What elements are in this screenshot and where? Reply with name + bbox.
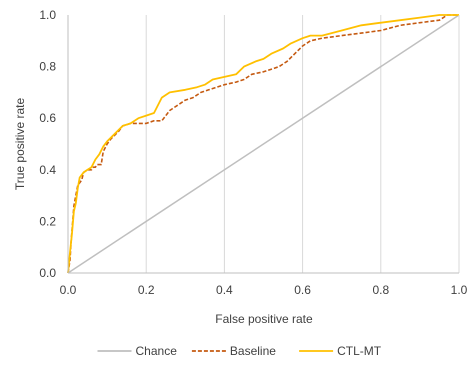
series-layer bbox=[67, 14, 460, 274]
x-tick-label: 0.0 bbox=[60, 283, 77, 297]
legend-item-chance: Chance bbox=[97, 344, 178, 358]
y-tick-label: 0.8 bbox=[39, 60, 56, 74]
y-tick-label: 0.4 bbox=[39, 163, 56, 177]
y-tick-label: 1.0 bbox=[39, 8, 56, 22]
x-tick-label: 0.2 bbox=[138, 283, 155, 297]
series-line-chance bbox=[67, 14, 460, 274]
x-tick-label: 1.0 bbox=[451, 283, 468, 297]
axes-layer: 0.0 0.2 0.4 0.6 0.8 1.0 0.0 0.2 0.4 0.6 0.8 1.0 bbox=[39, 8, 467, 297]
grid-layer bbox=[145, 15, 382, 273]
legend-label-baseline: Baseline bbox=[230, 344, 276, 358]
series-line-ctl-mt bbox=[67, 14, 459, 274]
legend-item-ctl-mt: CTL-MT bbox=[299, 344, 382, 358]
legend: Chance Baseline CTL-MT bbox=[97, 344, 382, 358]
legend-label-ctl-mt: CTL-MT bbox=[337, 344, 382, 358]
x-tick-label: 0.6 bbox=[294, 283, 311, 297]
y-tick-label: 0.0 bbox=[39, 266, 56, 280]
y-axis-title: True positive rate bbox=[13, 98, 27, 191]
legend-item-baseline: Baseline bbox=[191, 344, 276, 358]
x-tick-label: 0.8 bbox=[372, 283, 389, 297]
y-tick-label: 0.6 bbox=[39, 111, 56, 125]
y-tick-label: 0.2 bbox=[39, 214, 56, 228]
legend-label-chance: Chance bbox=[136, 344, 178, 358]
x-tick-label: 0.4 bbox=[216, 283, 233, 297]
x-axis-title: False positive rate bbox=[215, 312, 313, 326]
